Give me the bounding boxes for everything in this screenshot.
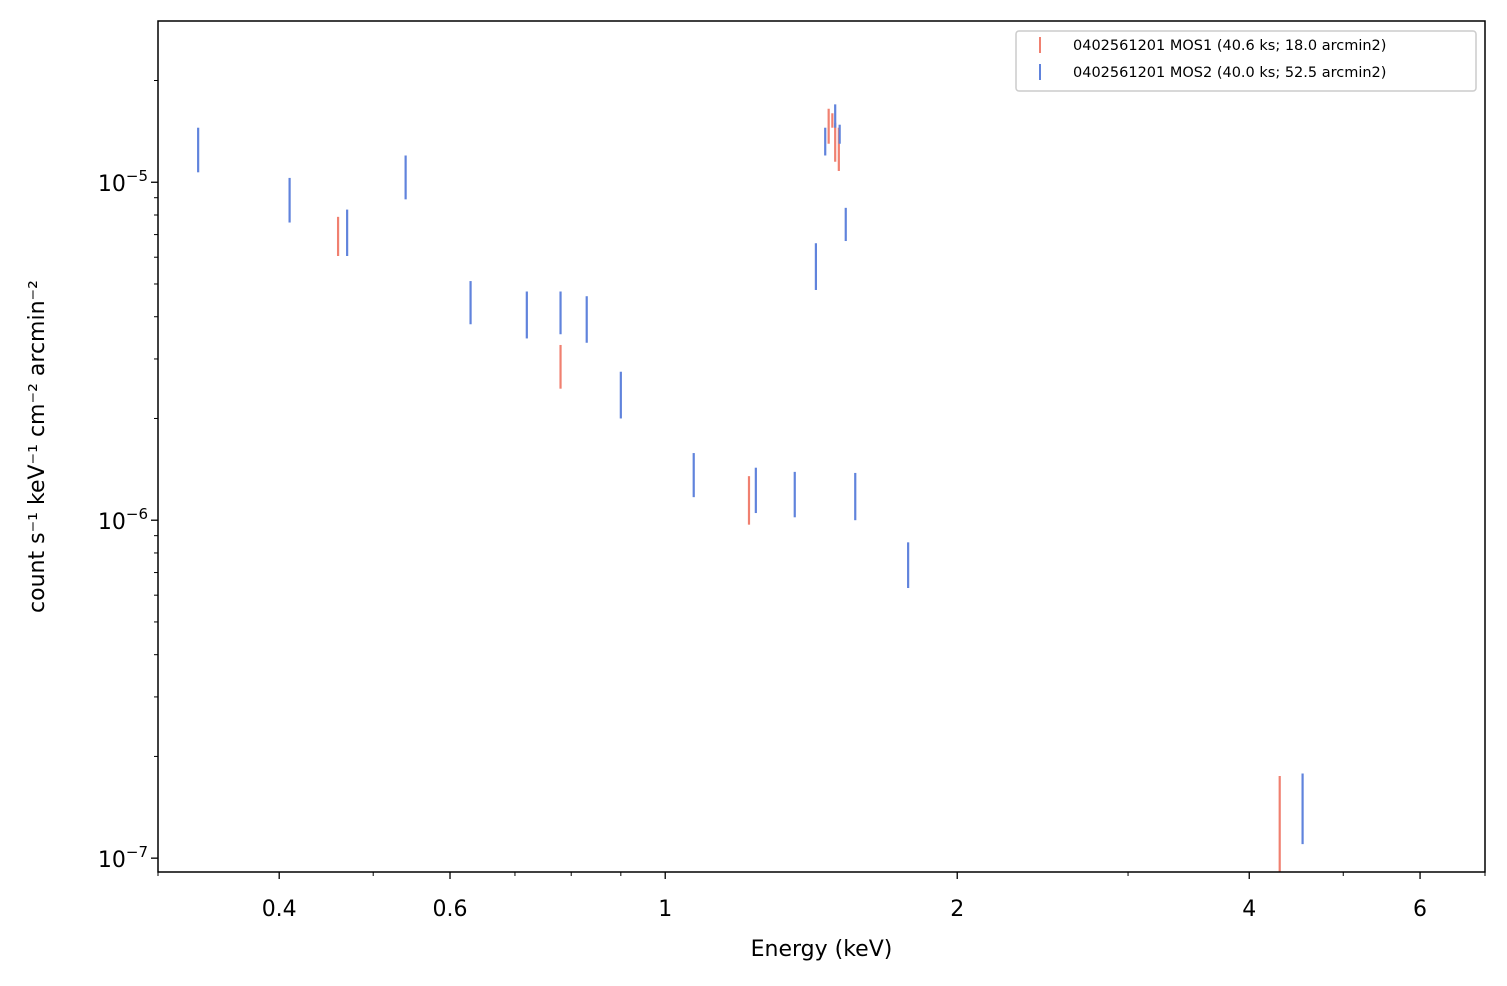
x-tick-label-3: 2 xyxy=(950,897,964,922)
legend-entry-mos1: 0402561201 MOS1 (40.6 ks; 18.0 arcmin2) xyxy=(1073,38,1386,54)
x-tick-label-5: 6 xyxy=(1413,897,1427,922)
x-axis-label: Energy (keV) xyxy=(751,937,893,962)
series-1 xyxy=(336,108,1281,872)
series-layer xyxy=(197,104,1304,872)
legend-box xyxy=(1015,30,1477,92)
x-tick-label-2: 1 xyxy=(658,897,672,922)
x-tick-label-4: 4 xyxy=(1242,897,1256,922)
legend-entry-mos2: 0402561201 MOS2 (40.0 ks; 52.5 arcmin2) xyxy=(1073,65,1386,81)
y-axis-label: count s⁻¹ keV⁻¹ cm⁻² arcmin⁻² xyxy=(25,280,50,613)
x-tick-label-1: 0.6 xyxy=(433,897,468,922)
series-2 xyxy=(197,104,1304,845)
legend: 0402561201 MOS1 (40.6 ks; 18.0 arcmin2) … xyxy=(1015,30,1477,92)
plot-frame xyxy=(157,20,1486,873)
x-tick-label-0: 0.4 xyxy=(262,897,297,922)
x-axis-ticks: 0.4 0.6 1 2 4 6 xyxy=(157,872,1486,922)
y-tick-label-0: 10−7 xyxy=(98,843,148,873)
